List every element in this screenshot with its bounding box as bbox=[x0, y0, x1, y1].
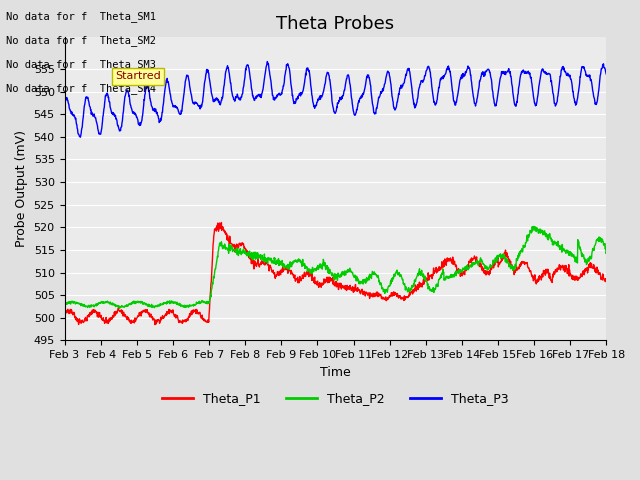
Text: No data for f  Theta_SM1: No data for f Theta_SM1 bbox=[6, 11, 156, 22]
Text: No data for f  Theta_SM4: No data for f Theta_SM4 bbox=[6, 83, 156, 94]
Title: Theta Probes: Theta Probes bbox=[276, 15, 394, 33]
Text: No data for f  Theta_SM2: No data for f Theta_SM2 bbox=[6, 35, 156, 46]
Legend: Theta_P1, Theta_P2, Theta_P3: Theta_P1, Theta_P2, Theta_P3 bbox=[157, 387, 514, 410]
Line: Theta_P2: Theta_P2 bbox=[65, 227, 606, 308]
Theta_P3 bbox=[370, 108, 378, 114]
Theta_P2 bbox=[291, 258, 299, 264]
Theta_P3 bbox=[77, 134, 84, 140]
Theta_P3 bbox=[61, 103, 68, 109]
Theta_P1 bbox=[291, 277, 299, 283]
Theta_P1 bbox=[61, 310, 68, 316]
Theta_P1 bbox=[602, 276, 610, 282]
Theta_P3 bbox=[303, 67, 310, 73]
Theta_P1 bbox=[370, 291, 378, 297]
Theta_P2 bbox=[312, 268, 319, 274]
Theta_P3 bbox=[125, 93, 132, 99]
Theta_P3 bbox=[602, 72, 610, 77]
Theta_P3 bbox=[103, 92, 111, 98]
Text: Startred: Startred bbox=[115, 71, 161, 81]
Line: Theta_P1: Theta_P1 bbox=[65, 223, 606, 324]
Theta_P3 bbox=[291, 100, 299, 106]
Theta_P1 bbox=[303, 270, 310, 276]
Theta_P1 bbox=[312, 279, 320, 285]
Line: Theta_P3: Theta_P3 bbox=[65, 61, 606, 137]
Text: No data for f  Theta_SM3: No data for f Theta_SM3 bbox=[6, 59, 156, 70]
Theta_P2 bbox=[116, 305, 124, 311]
Theta_P2 bbox=[302, 265, 310, 271]
X-axis label: Time: Time bbox=[320, 366, 351, 379]
Theta_P1 bbox=[125, 315, 132, 321]
Theta_P2 bbox=[602, 250, 610, 255]
Theta_P3 bbox=[264, 59, 271, 64]
Theta_P3 bbox=[312, 102, 320, 108]
Theta_P1 bbox=[151, 322, 159, 327]
Theta_P1 bbox=[218, 220, 225, 226]
Theta_P2 bbox=[61, 303, 68, 309]
Theta_P2 bbox=[102, 300, 110, 305]
Theta_P2 bbox=[369, 270, 377, 276]
Theta_P2 bbox=[125, 301, 132, 307]
Theta_P2 bbox=[529, 224, 537, 229]
Theta_P1 bbox=[102, 319, 110, 324]
Y-axis label: Probe Output (mV): Probe Output (mV) bbox=[15, 131, 28, 247]
